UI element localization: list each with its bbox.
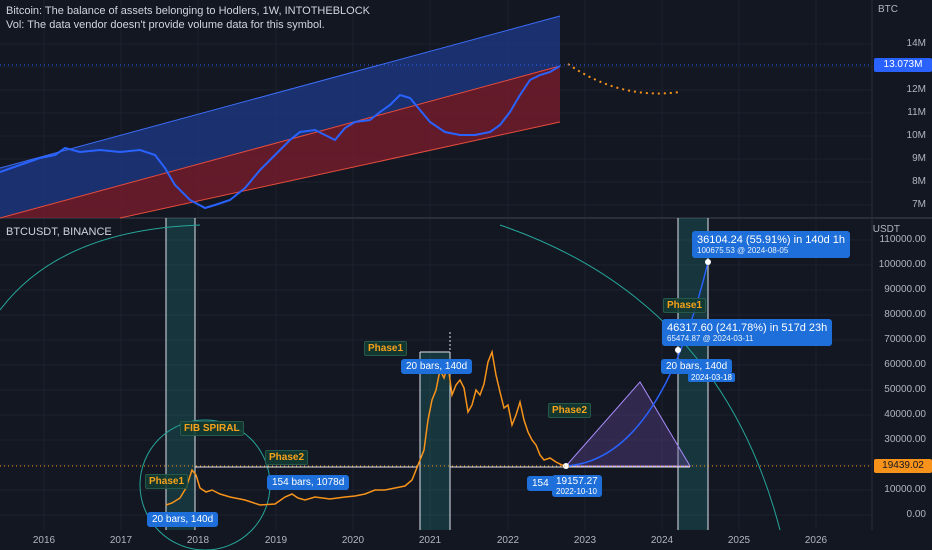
x-tick: 2020 xyxy=(341,535,365,546)
top-y-tick: 10M xyxy=(906,130,926,141)
measure-mid-change: 46317.60 (241.78%) in 517d 23h xyxy=(667,322,828,334)
x-tick: 2022 xyxy=(496,535,520,546)
bottom-y-tick: 110000.00 xyxy=(879,234,926,245)
top-y-tick: 9M xyxy=(912,153,926,164)
channel-mid-line[interactable] xyxy=(0,65,561,219)
measure-target-change: 36104.24 (55.91%) in 140d 1h xyxy=(697,234,846,246)
small-date-label: 2024-03-18 xyxy=(688,373,735,382)
bars-label-2024[interactable]: 20 bars, 140d xyxy=(661,359,733,374)
current-price-tag: 19439.02 xyxy=(874,459,932,473)
top-y-tick: 11M xyxy=(907,107,926,118)
bars-label-2017[interactable]: 20 bars, 140d xyxy=(147,512,219,527)
x-tick: 2023 xyxy=(573,535,597,546)
phase1-label-2021[interactable]: Phase1 xyxy=(364,341,408,356)
top-y-tick: 8M xyxy=(912,176,926,187)
bottom-y-tick: 0.00 xyxy=(906,509,926,520)
bottom-y-tick: 50000.00 xyxy=(884,384,926,395)
bottom-y-tick: 100000.00 xyxy=(878,259,926,270)
mid-point-marker[interactable] xyxy=(675,347,681,353)
current-value-tag: 13.073M xyxy=(874,58,932,72)
bottom-y-tick: 70000.00 xyxy=(884,334,926,345)
bottom-y-tick: 60000.00 xyxy=(884,359,926,370)
fib-arc-left[interactable] xyxy=(0,224,201,311)
measure-box-mid[interactable]: 46317.60 (241.78%) in 517d 23h 65474.87 … xyxy=(662,319,833,346)
low-point-marker[interactable] xyxy=(563,463,569,469)
symbol-legend[interactable]: BTCUSDT, BINANCE xyxy=(6,226,112,238)
target-point-marker[interactable] xyxy=(705,259,711,265)
low-price-value: 19157.27 xyxy=(556,476,598,487)
bottom-currency-label: USDT xyxy=(872,224,900,235)
phase2-label-2022[interactable]: Phase2 xyxy=(548,403,592,418)
bottom-y-tick: 10000.00 xyxy=(884,484,926,495)
bottom-y-tick: 80000.00 xyxy=(884,309,926,320)
measure-target-price: 100675.53 @ 2024-08-05 xyxy=(697,246,789,255)
x-tick: 2025 xyxy=(727,535,751,546)
bottom-y-tick: 30000.00 xyxy=(884,434,926,445)
low-price-label[interactable]: 19157.27 2022-10-10 xyxy=(552,475,602,497)
low-price-date: 2022-10-10 xyxy=(556,487,597,496)
phase2-label-2018[interactable]: Phase2 xyxy=(265,450,309,465)
top-y-tick: 12M xyxy=(906,84,926,95)
projection-dotted-line[interactable] xyxy=(567,63,681,95)
fib-spiral-label[interactable]: FIB SPIRAL xyxy=(180,421,244,436)
indicator-title: Bitcoin: The balance of assets belonging… xyxy=(6,5,370,17)
top-y-tick: 7M xyxy=(912,199,926,210)
bars-label-2021[interactable]: 20 bars, 140d xyxy=(401,359,473,374)
x-tick: 2017 xyxy=(109,535,133,546)
bottom-y-tick: 90000.00 xyxy=(884,284,926,295)
phase-zone-borders xyxy=(165,218,709,530)
bars-label-2018[interactable]: 154 bars, 1078d xyxy=(267,475,350,490)
channel-top-line[interactable] xyxy=(0,15,561,169)
x-tick: 2018 xyxy=(186,535,210,546)
phase1-label-2024[interactable]: Phase1 xyxy=(663,298,707,313)
top-y-tick: 14M xyxy=(906,38,926,49)
top-pane-legend[interactable]: Bitcoin: The balance of assets belonging… xyxy=(6,4,370,32)
btc-price-line[interactable] xyxy=(165,349,567,506)
x-tick: 2021 xyxy=(418,535,442,546)
x-tick: 2024 xyxy=(650,535,674,546)
measure-box-target[interactable]: 36104.24 (55.91%) in 140d 1h 100675.53 @… xyxy=(692,231,851,258)
x-tick: 2019 xyxy=(264,535,288,546)
x-tick: 2016 xyxy=(32,535,56,546)
phase1-label-2017[interactable]: Phase1 xyxy=(145,474,189,489)
bottom-y-tick: 40000.00 xyxy=(884,409,926,420)
channel-upper-band[interactable] xyxy=(0,16,560,218)
volume-note: Vol: The data vendor doesn't provide vol… xyxy=(6,19,325,31)
x-tick: 2026 xyxy=(804,535,828,546)
holder-balance-line[interactable] xyxy=(0,65,561,210)
measure-mid-price: 65474.87 @ 2024-03-11 xyxy=(667,334,754,343)
top-currency-label: BTC xyxy=(878,4,898,15)
